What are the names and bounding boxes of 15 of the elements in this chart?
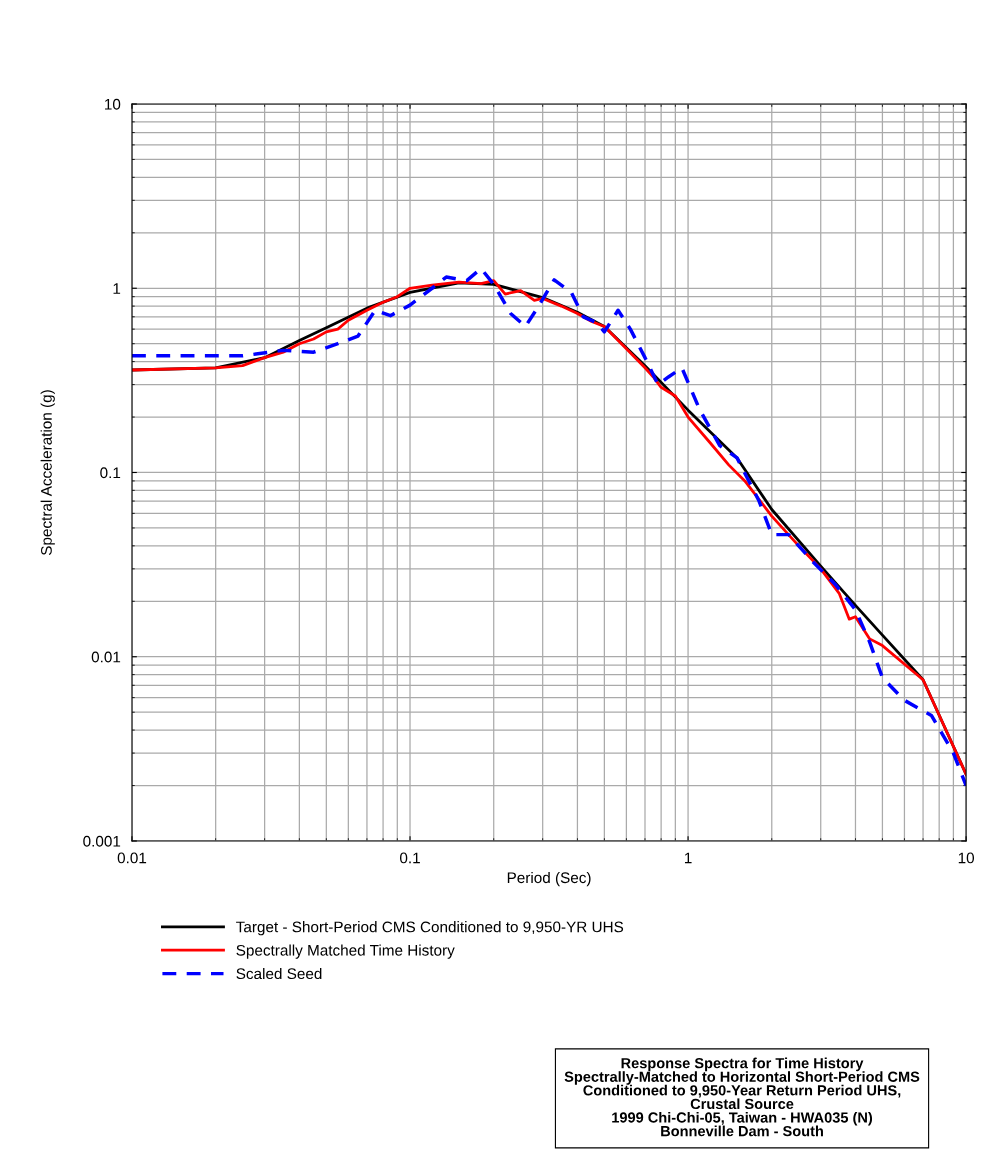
x-tick-label: 1 <box>684 852 692 864</box>
y-tick-label: 10 <box>105 98 121 110</box>
y-axis-title: Spectral Acceleration (g) <box>40 390 55 556</box>
y-tick-label: 0.001 <box>83 835 121 847</box>
x-tick-label: 0.1 <box>400 852 420 864</box>
legend-label: Spectrally Matched Time History <box>236 944 455 959</box>
text: Response Spectra for Time History Spectrally-Matched to Horizontal Short-Period CMS Conditioned to 9,950-Year Return Period UHS, Crustal Source 1999 Chi-Chi-05, Taiwan - HWA035 (N) Bonneville Dam - South <box>564 1057 920 1137</box>
y-tick-label: 0.01 <box>91 651 121 663</box>
legend-label: Target - Short-Period CMS Conditioned to 9,950-YR UHS <box>236 921 624 936</box>
x-axis-title: Period (Sec) <box>507 871 591 887</box>
legend-label: Scaled Seed <box>236 967 322 980</box>
y-tick-label: 1 <box>113 283 121 294</box>
x-tick-label: 10 <box>958 852 975 864</box>
y-tick-label: 0.1 <box>100 467 121 479</box>
x-tick-label: 0.01 <box>117 852 147 864</box>
